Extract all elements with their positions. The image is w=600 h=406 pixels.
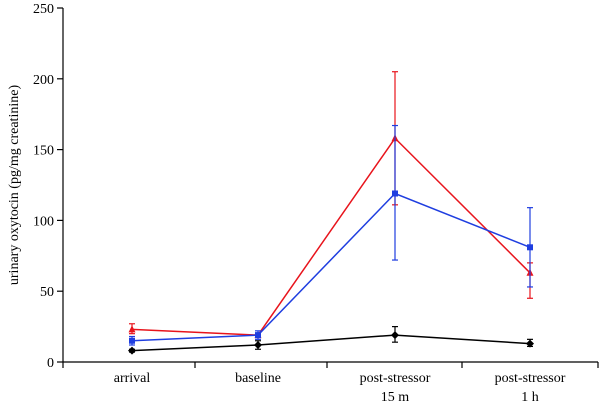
x-tick-label: 15 m	[381, 390, 410, 405]
x-tick-label: post-stressor	[495, 371, 566, 386]
y-axis-title: urinary oxytocin (pg/mg creatinine)	[7, 85, 22, 286]
x-tick-label: arrival	[114, 371, 151, 386]
y-tick-label: 200	[33, 73, 54, 88]
series-group	[128, 71, 534, 355]
data-point	[129, 337, 135, 344]
x-tick-label: 1 h	[521, 390, 539, 405]
data-point	[255, 332, 261, 339]
y-ticks: 0 50 100 150 200 250	[33, 2, 63, 371]
series-black	[128, 326, 534, 355]
y-tick-label: 250	[33, 2, 54, 17]
x-tick-label: post-stressor	[360, 371, 431, 386]
y-tick-label: 50	[40, 285, 54, 300]
series-line	[131, 192, 531, 342]
data-point	[392, 190, 398, 197]
series-line	[131, 334, 531, 352]
y-tick-label: 150	[33, 144, 54, 159]
data-point	[527, 244, 533, 251]
data-point	[128, 325, 136, 333]
axes	[62, 8, 599, 368]
series-red	[128, 71, 534, 339]
data-point	[526, 339, 534, 348]
data-point	[128, 346, 136, 355]
data-point	[391, 331, 399, 340]
x-tick-label: baseline	[235, 371, 281, 386]
series-blue	[129, 124, 533, 346]
series-line	[131, 137, 531, 336]
data-point	[254, 341, 262, 350]
y-tick-label: 100	[33, 214, 54, 229]
y-tick-label: 0	[47, 356, 54, 371]
x-tick-labels: arrival baseline post-stressor 15 m post-str…	[114, 371, 566, 405]
